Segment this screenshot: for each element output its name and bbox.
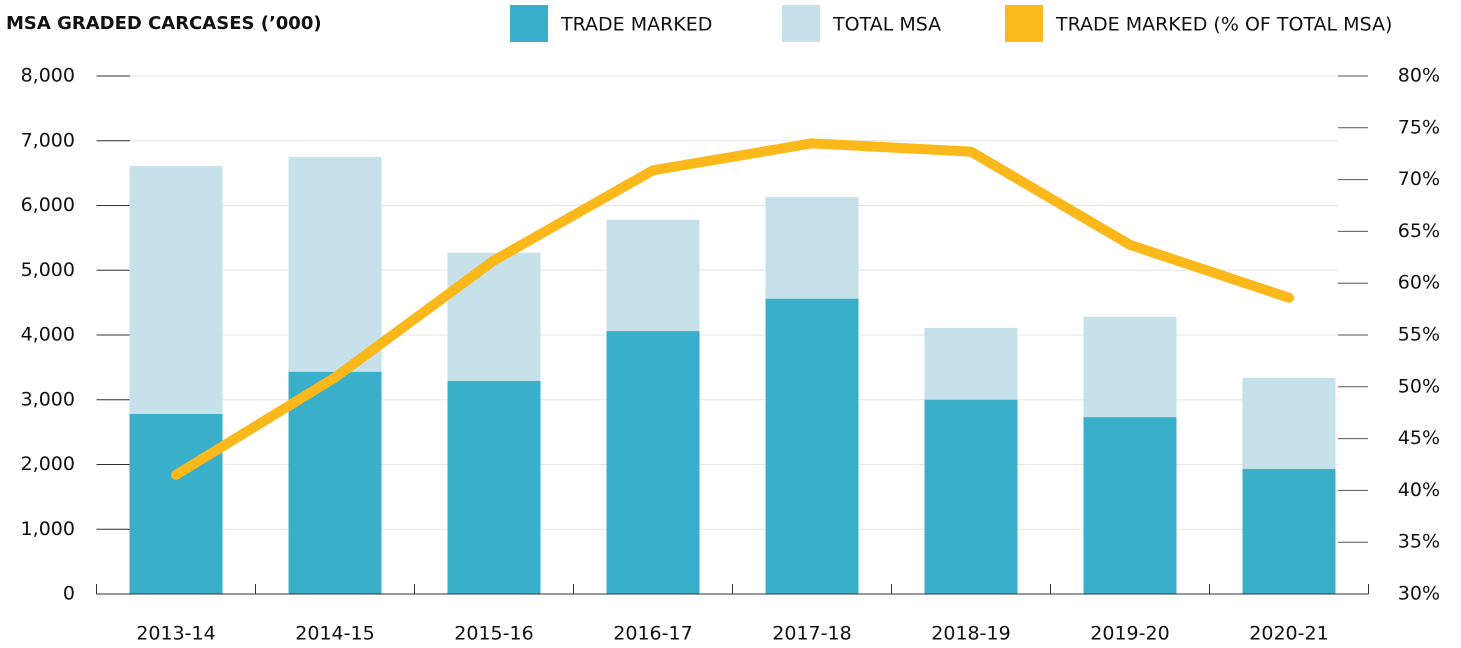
bar (129, 413, 223, 594)
x-tick-label: 2015-16 (454, 623, 533, 645)
bar (288, 371, 382, 594)
x-tick-label: 2018-19 (931, 623, 1010, 645)
y-tick-label: 6,000 (21, 194, 75, 216)
chart-title: MSA GRADED CARCASES (’000) (6, 13, 322, 34)
y-tick-label: 7,000 (21, 129, 75, 151)
line-series (171, 138, 1294, 480)
legend-label: TOTAL MSA (832, 14, 941, 36)
bar (606, 331, 700, 594)
x-tick-label: 2020-21 (1249, 623, 1328, 645)
y-tick-label: 4,000 (21, 324, 75, 346)
legend-label: TRADE MARKED (560, 14, 712, 36)
y2-tick-label: 70% (1398, 168, 1440, 190)
y2-tick-label: 45% (1398, 427, 1440, 449)
y2-tick-label: 75% (1398, 116, 1440, 138)
y-tick-label: 8,000 (21, 65, 75, 87)
bar (1083, 417, 1177, 594)
legend-swatch (510, 5, 548, 42)
y-tick-label: 0 (63, 583, 75, 605)
legend-swatch (782, 5, 820, 42)
y2-tick-label: 50% (1398, 375, 1440, 397)
y2-tick-label: 65% (1398, 220, 1440, 242)
x-tick-label: 2013-14 (136, 623, 215, 645)
y2-tick-label: 40% (1398, 479, 1440, 501)
y2-tick-label: 60% (1398, 272, 1440, 294)
x-tick-label: 2016-17 (613, 623, 692, 645)
y-tick-label: 5,000 (21, 259, 75, 281)
y2-tick-label: 80% (1398, 65, 1440, 87)
y2-tick-label: 35% (1398, 531, 1440, 553)
y-tick-label: 2,000 (21, 453, 75, 475)
x-tick-label: 2017-18 (772, 623, 851, 645)
x-tick-label: 2019-20 (1090, 623, 1169, 645)
bar (447, 380, 541, 594)
bar (765, 298, 859, 594)
bar (1242, 469, 1336, 594)
bar (924, 399, 1018, 594)
y-tick-label: 3,000 (21, 388, 75, 410)
legend-label: TRADE MARKED (% OF TOTAL MSA) (1055, 14, 1392, 36)
legend-swatch (1005, 5, 1043, 42)
y-tick-label: 1,000 (21, 518, 75, 540)
x-tick-label: 2014-15 (295, 623, 374, 645)
y2-tick-label: 55% (1398, 324, 1440, 346)
y2-tick-label: 30% (1398, 583, 1440, 605)
